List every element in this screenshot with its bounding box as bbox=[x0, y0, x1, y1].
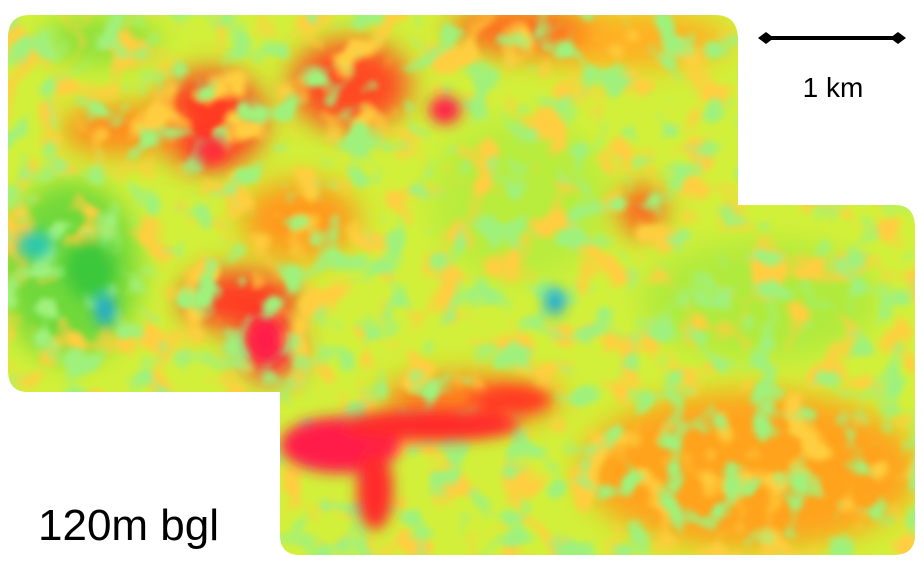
green-texture bbox=[0, 0, 924, 562]
scale-bar-end bbox=[890, 32, 906, 44]
map-figure: 1 km 120m bgl bbox=[0, 0, 924, 562]
scale-bar-end bbox=[758, 32, 774, 44]
page: 1 km 120m bgl (() => { const data = JSON… bbox=[0, 0, 924, 562]
survey-grid bbox=[0, 0, 924, 562]
scale-bar-label: 1 km bbox=[803, 72, 864, 103]
depth-label: 120m bgl bbox=[38, 501, 219, 550]
scale-bar: 1 km bbox=[758, 32, 906, 103]
